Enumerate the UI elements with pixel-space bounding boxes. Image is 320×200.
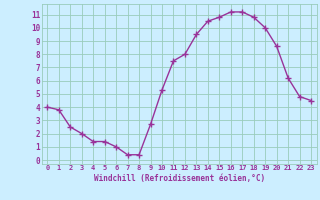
X-axis label: Windchill (Refroidissement éolien,°C): Windchill (Refroidissement éolien,°C) <box>94 174 265 183</box>
